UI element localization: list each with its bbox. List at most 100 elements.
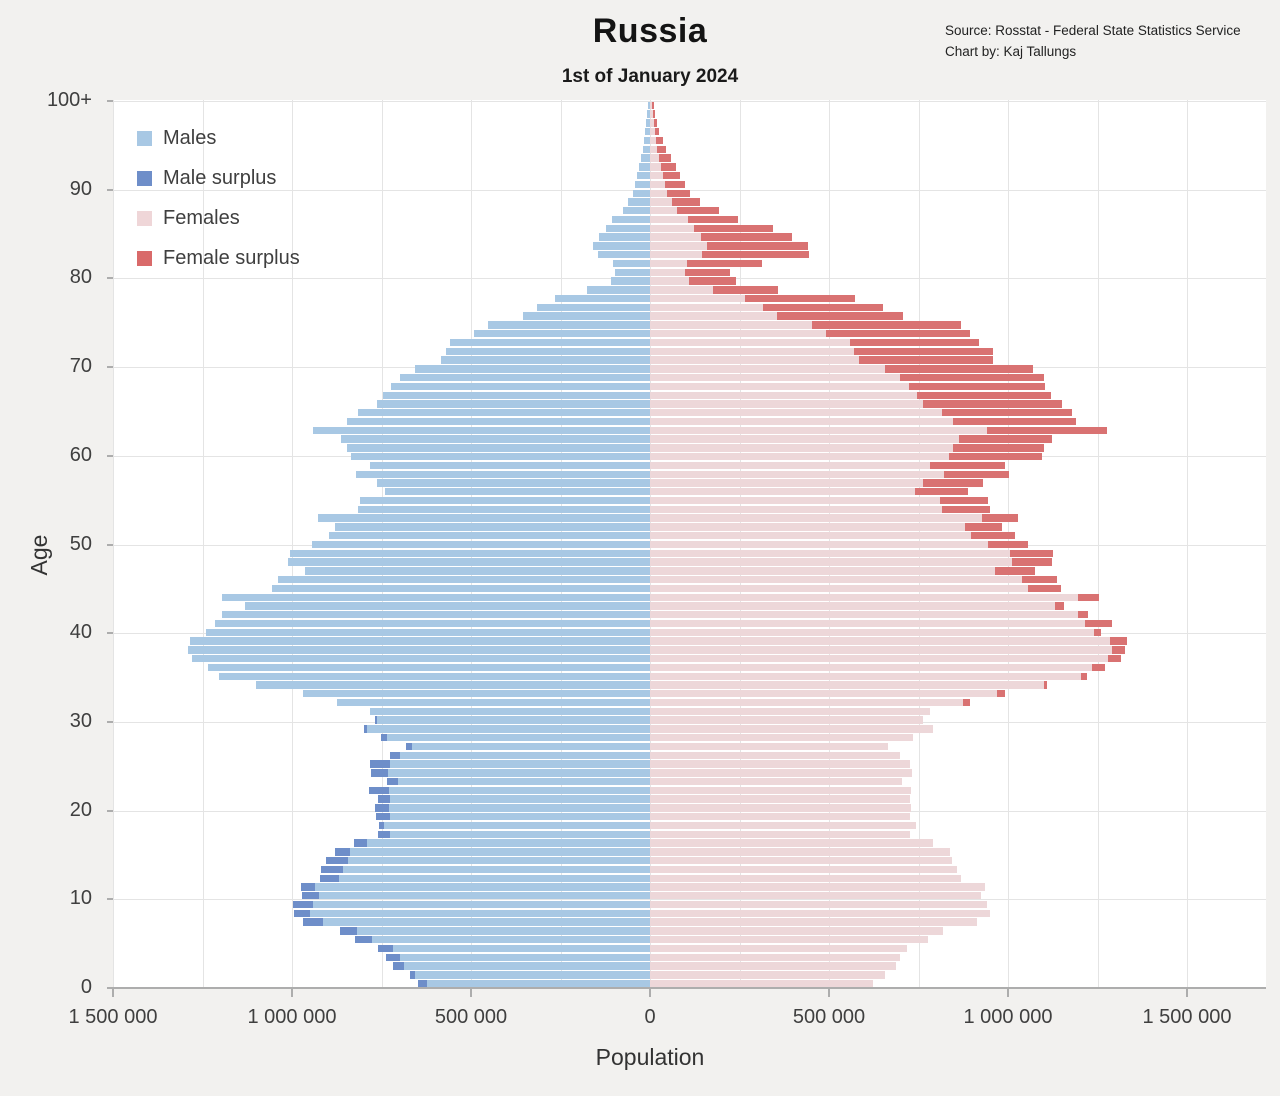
bar-males-age-56 [385,488,650,496]
bar-male-surplus-age-27 [405,742,412,751]
bar-females-age-83 [650,251,702,259]
bar-males-age-53 [318,514,650,522]
bar-females-age-63 [650,426,988,434]
bar-male-surplus-age-5 [355,936,372,944]
bar-males-age-100 [647,101,650,110]
bar-males-age-32 [337,698,650,707]
x-tick-label: 0 [644,1006,656,1028]
bar-males-age-16 [366,839,650,847]
bar-males-age-55 [360,496,650,505]
bar-female-surplus-age-64 [952,417,1076,426]
bar-females-age-37 [650,654,1109,663]
bar-females-age-4 [650,944,907,953]
bar-males-age-23 [398,777,650,786]
bar-male-surplus-age-29 [363,725,367,733]
bar-males-age-19 [389,813,650,821]
bar-female-surplus-age-42 [1077,611,1089,619]
bar-female-surplus-age-32 [962,698,971,707]
bar-females-age-49 [650,549,1010,557]
x-axis-tick [649,989,651,997]
bar-females-age-62 [650,435,959,443]
bar-females-age-79 [650,286,714,294]
bar-males-age-62 [341,435,650,443]
bar-male-surplus-age-9 [293,900,314,909]
y-tick-label-70: 70 [69,355,92,378]
bar-males-age-8 [309,909,650,918]
bar-female-surplus-age-93 [660,163,677,171]
bar-females-age-57 [650,479,924,487]
bar-females-age-43 [650,602,1055,610]
x-axis-tick [291,989,293,997]
bar-females-age-76 [650,312,777,320]
bar-female-surplus-age-95 [657,145,667,153]
bar-males-age-52 [334,523,650,531]
bar-males-age-74 [473,330,650,338]
bar-males-age-35 [218,672,650,680]
y-tick-label-50: 50 [69,532,92,555]
bar-males-age-49 [290,549,650,557]
bar-males-age-66 [377,400,650,408]
bar-male-surplus-age-3 [386,953,401,961]
bar-female-surplus-age-53 [981,514,1019,522]
bar-male-surplus-age-26 [390,751,401,759]
y-tick-label-40: 40 [69,621,92,644]
bar-females-age-91 [650,180,665,189]
bar-males-age-26 [400,751,650,759]
bar-females-age-36 [650,663,1093,672]
bar-males-age-4 [393,944,650,953]
bar-male-surplus-age-14 [326,856,349,865]
bar-males-age-10 [319,892,650,900]
bar-males-age-40 [206,628,650,636]
bar-males-age-46 [278,575,650,584]
bar-females-age-88 [650,207,678,215]
bar-females-age-78 [650,294,745,303]
bar-females-age-66 [650,400,923,408]
bar-males-age-30 [376,716,650,724]
bar-males-age-96 [643,136,650,145]
bar-males-age-99 [646,110,650,118]
bar-females-age-61 [650,444,954,452]
bar-females-age-17 [650,830,910,838]
bar-females-age-74 [650,330,827,338]
bar-males-age-63 [312,426,650,434]
x-axis-line [113,987,1266,989]
bar-males-age-6 [356,927,650,935]
bar-females-age-23 [650,777,902,786]
bar-female-surplus-age-82 [687,259,762,268]
bar-males-age-71 [440,356,650,364]
bar-males-age-37 [191,654,650,663]
bar-males-age-94 [641,154,650,162]
bar-females-age-71 [650,356,860,364]
bar-females-age-40 [650,628,1094,636]
y-axis-tick [107,277,113,280]
bar-females-age-60 [650,452,950,461]
vertical-gridline [113,100,114,988]
bar-males-age-33 [302,690,650,698]
bar-females-age-53 [650,514,982,522]
bar-females-age-47 [650,567,996,575]
bar-female-surplus-age-36 [1092,663,1105,672]
bar-females-age-87 [650,215,689,224]
bar-females-age-97 [650,128,655,136]
bar-males-age-13 [343,865,650,874]
bar-male-surplus-age-1 [410,971,416,979]
bar-males-age-3 [400,953,650,961]
bar-females-age-86 [650,224,695,233]
bar-females-age-18 [650,821,916,830]
bar-females-age-95 [650,145,658,153]
legend-label: Female surplus [163,246,300,269]
bar-males-age-45 [271,584,650,593]
legend-swatch-icon [137,170,152,186]
bar-females-age-14 [650,856,952,865]
y-axis-tick [107,543,113,546]
bar-females-age-92 [650,171,663,180]
x-axis-tick [1186,989,1188,997]
bar-females-age-52 [650,523,966,531]
legend-label: Male surplus [163,166,277,189]
legend-item-male-surplus: Male surplus [137,158,300,198]
bar-female-surplus-age-91 [664,180,686,189]
bar-females-age-31 [650,707,930,716]
bar-females-age-7 [650,918,978,926]
vertical-gridline [202,100,204,988]
bar-female-surplus-age-41 [1084,619,1112,628]
